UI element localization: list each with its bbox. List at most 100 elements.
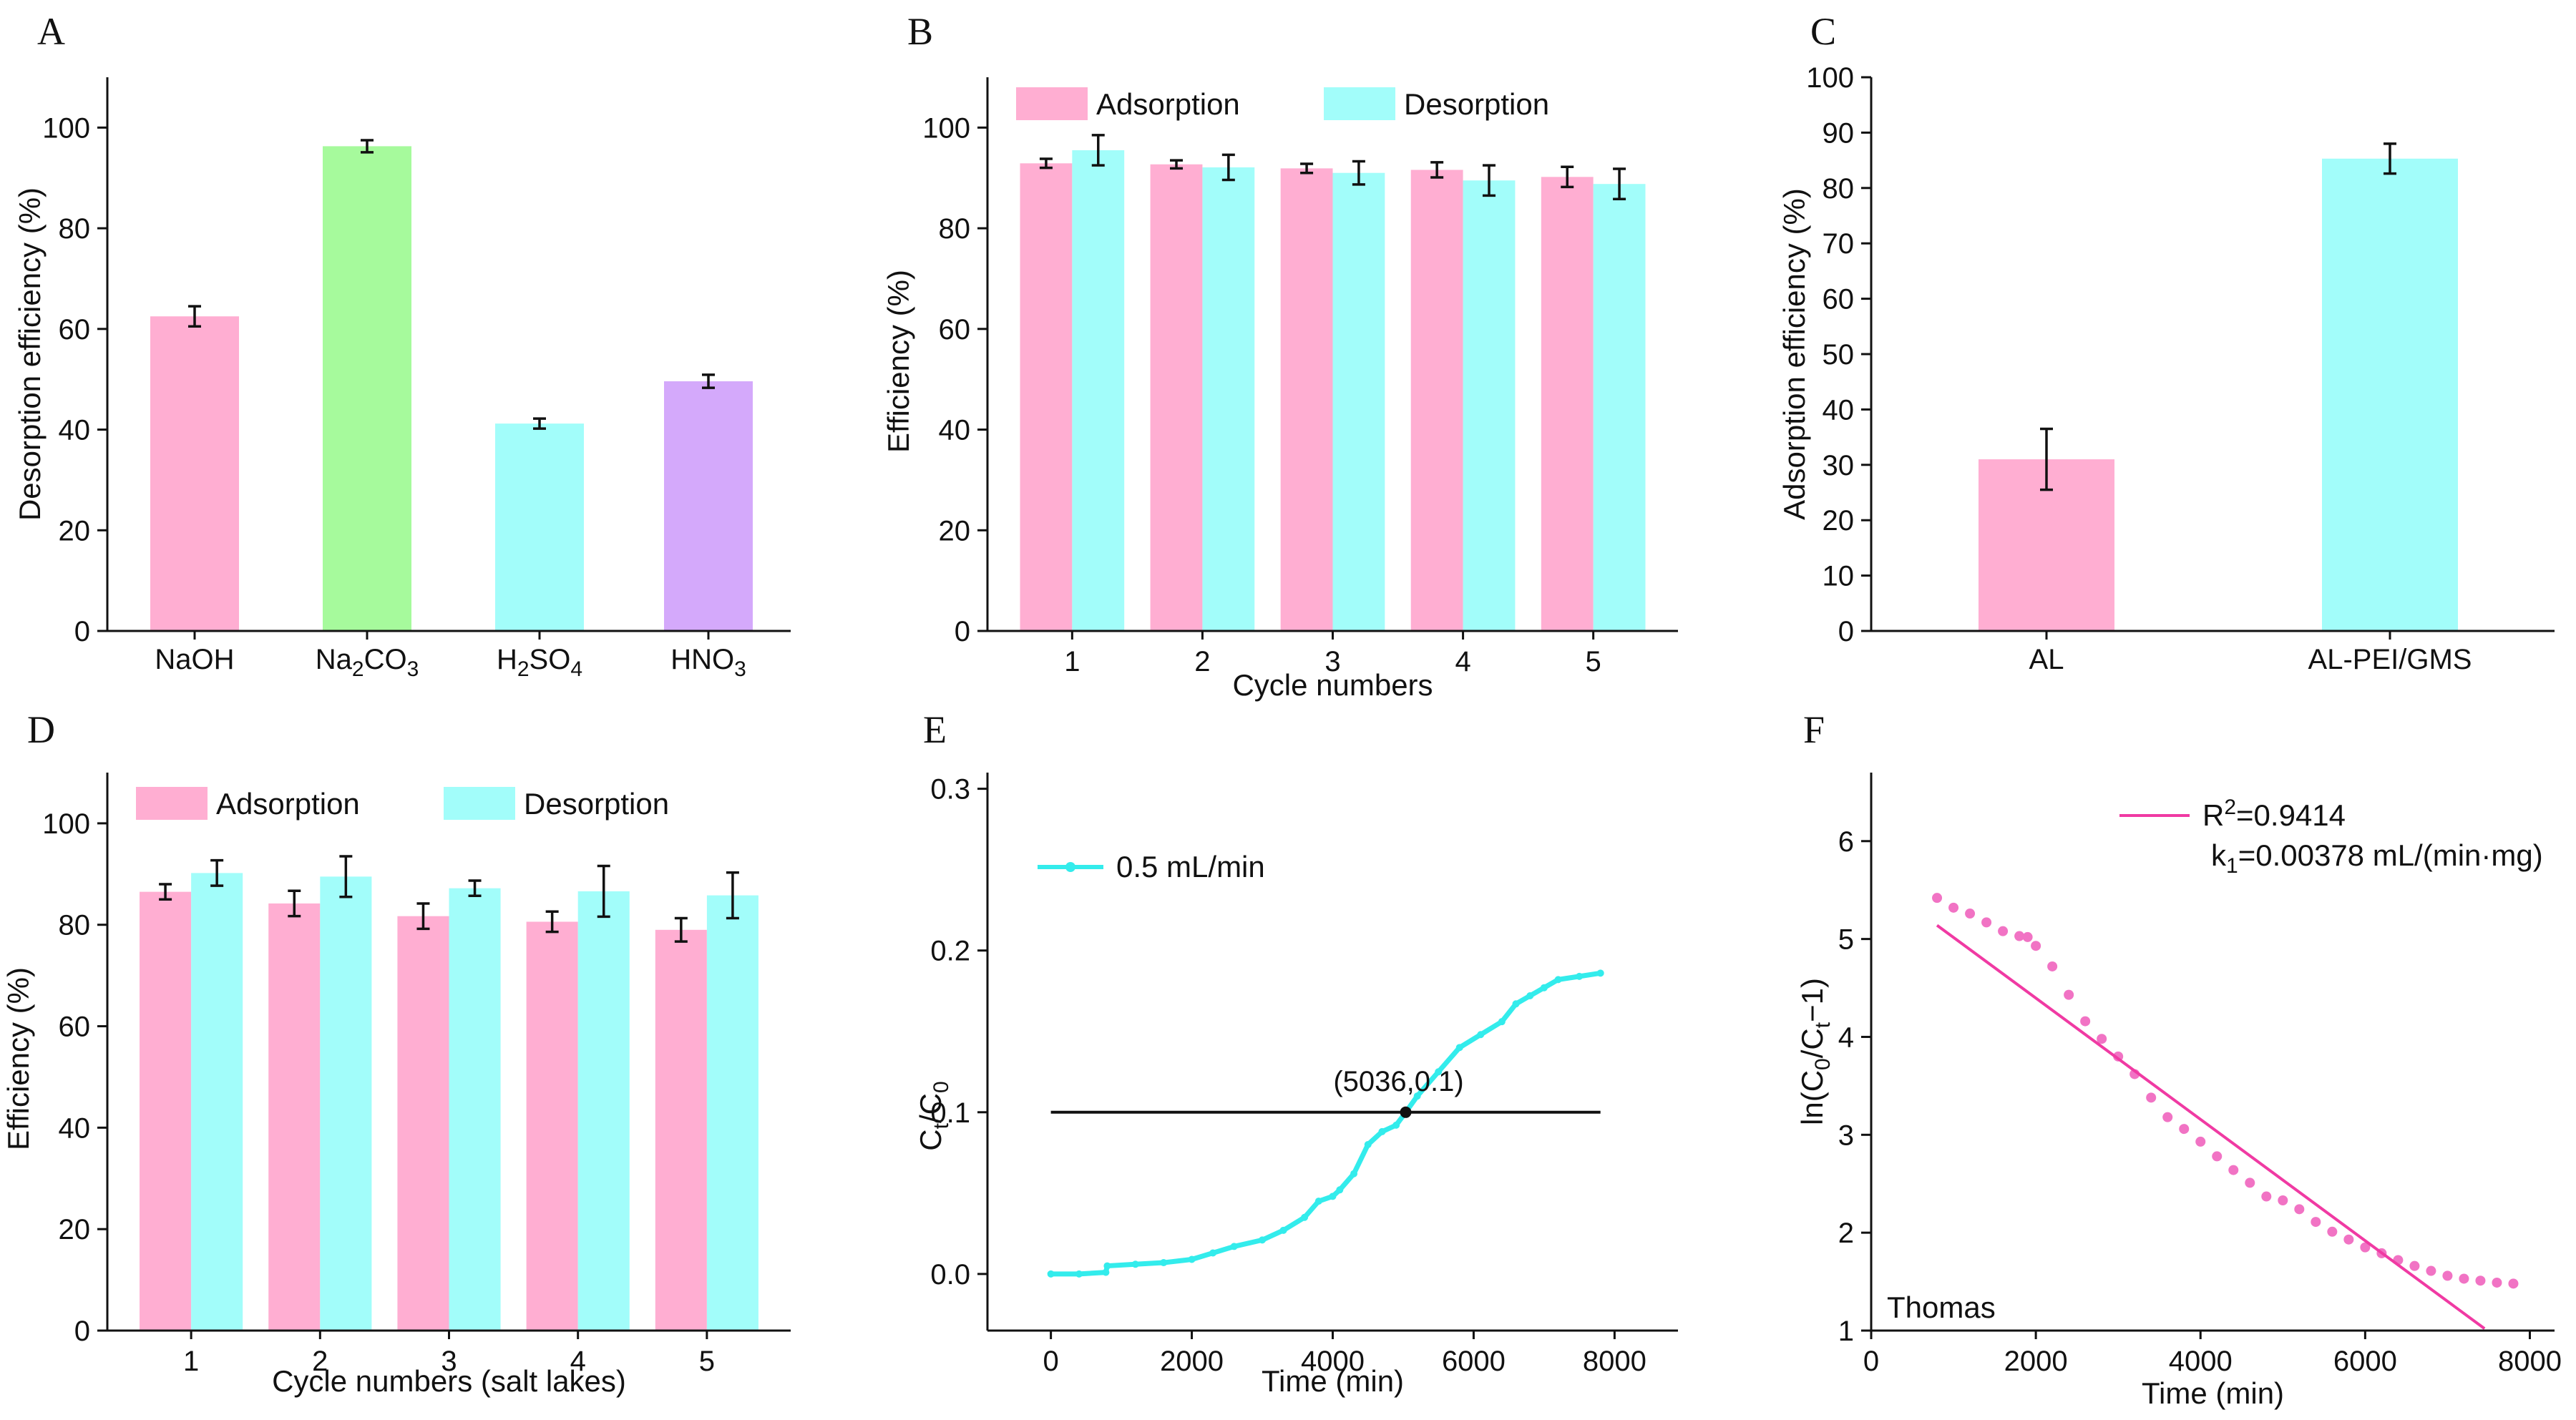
x-tick-label: NaOH (155, 644, 234, 675)
fit-line (1936, 924, 2486, 1330)
data-point (2080, 1016, 2091, 1027)
y-tick-label: 60 (59, 1012, 91, 1043)
legend-k1: k1=0.00378 mL/(min·mg) (2211, 838, 2543, 878)
y-tick-label: 80 (59, 213, 91, 245)
panel-letter-a: A (37, 10, 65, 53)
bar-adsorption (397, 916, 449, 1331)
data-point (2508, 1278, 2519, 1289)
x-axis-title: Time (min) (2142, 1376, 2284, 1410)
x-tick-label: Na2CO3 (316, 644, 419, 681)
legend-label-adsorption: Adsorption (216, 787, 360, 821)
y-axis-title: Ct/C0 (914, 1081, 953, 1150)
x-axis-title: Cycle numbers (1232, 668, 1433, 702)
x-tick-label: 3 (1324, 646, 1340, 677)
x-tick-label: 4 (570, 1346, 586, 1377)
bar (323, 146, 411, 631)
data-point (2475, 1275, 2486, 1286)
bar-adsorption (526, 921, 578, 1331)
data-point (1526, 992, 1534, 999)
bar-adsorption (655, 929, 707, 1331)
series-line (1050, 970, 1601, 1277)
x-tick-label: 2000 (2004, 1346, 2068, 1377)
x-axis-title: Time (min) (1262, 1364, 1404, 1398)
data-point (2097, 1034, 2107, 1044)
y-axis-title: ln(C0/Ct−1) (1795, 978, 1835, 1125)
data-point (1596, 969, 1604, 977)
x-tick-label: 2 (1194, 646, 1210, 677)
bar-desorption (577, 891, 630, 1331)
data-point (1392, 1121, 1400, 1129)
data-point (1576, 972, 1584, 980)
bar-adsorption (1410, 170, 1463, 631)
data-point (2294, 1204, 2305, 1215)
panel-d: D 1 2 3 4 5 0 20 40 60 80 100 Efficiency (%) Cycle nu… (1, 708, 791, 1398)
y-tick-label: 0.3 (930, 774, 970, 806)
panel-c: C AL AL-PEI/GMS 0 10 20 30 40 50 60 70 80 90 100 Adsor… (1777, 10, 2555, 675)
x-tick-label: 0 (1863, 1346, 1879, 1377)
y-tick-label: 100 (922, 112, 970, 144)
data-point (2311, 1217, 2321, 1228)
x-tick-label: H2SO4 (497, 644, 582, 681)
data-point (1477, 1031, 1485, 1039)
y-tick-label: 20 (939, 515, 971, 547)
data-point (1350, 1170, 1358, 1177)
panel-letter-c: C (1810, 10, 1836, 53)
x-tick-label: 4000 (1301, 1346, 1365, 1377)
x-axis-title: Cycle numbers (salt lakes) (272, 1364, 626, 1398)
data-point (1512, 1000, 1520, 1008)
data-point (1965, 909, 1976, 919)
bar-adsorption (1280, 168, 1333, 632)
panel-e: E 0.0 0.1 0.2 0.3 0 2000 4000 6000 8000 Time (min)… (914, 708, 1678, 1398)
data-point (1075, 1270, 1083, 1278)
x-tick-label: HNO3 (670, 644, 746, 681)
y-tick-label: 30 (1823, 450, 1855, 481)
breakthrough-point (1400, 1106, 1412, 1118)
data-point (2047, 961, 2058, 971)
bar-adsorption (268, 903, 321, 1331)
data-point (1188, 1255, 1196, 1263)
data-point (1540, 984, 1548, 991)
y-tick-label: 20 (59, 515, 91, 547)
breakthrough-label: (5036,0.1) (1333, 1066, 1463, 1097)
legend-label-desorption: Desorption (524, 787, 669, 821)
y-tick-label: 20 (1823, 505, 1855, 537)
data-point (2278, 1195, 2288, 1205)
data-point (2228, 1165, 2239, 1175)
data-point (1102, 1268, 1110, 1276)
y-tick-label: 40 (59, 415, 91, 446)
x-tick-label: 4 (1455, 646, 1470, 677)
x-tick-label: 1 (1064, 646, 1080, 677)
y-tick-label: 100 (42, 112, 90, 144)
x-tick-label: 6000 (1442, 1346, 1506, 1377)
y-axis-title: Desorption efficiency (%) (13, 187, 47, 521)
bar-desorption (191, 873, 243, 1331)
data-point (2022, 931, 2033, 942)
x-tick-label: 5 (699, 1346, 715, 1377)
legend-marker (1065, 862, 1075, 872)
data-point (2064, 989, 2074, 1000)
x-tick-label: 6000 (2333, 1346, 2397, 1377)
data-point (2195, 1136, 2206, 1147)
y-tick-label: 100 (42, 808, 90, 840)
data-point (1948, 902, 1959, 913)
y-tick-label: 50 (1823, 339, 1855, 371)
y-tick-label: 70 (1823, 228, 1855, 260)
data-point (1259, 1236, 1267, 1244)
data-point (1336, 1186, 1344, 1194)
y-tick-label: 100 (1806, 62, 1854, 94)
data-point (1981, 917, 1992, 928)
data-point (1047, 1270, 1055, 1278)
data-point (2409, 1260, 2420, 1271)
bar (664, 381, 753, 631)
legend-r2: R2=0.9414 (2202, 795, 2346, 832)
data-point (2212, 1151, 2223, 1162)
data-point (1998, 926, 2009, 936)
y-tick-label: 6 (1838, 826, 1854, 858)
y-tick-label: 80 (1823, 173, 1855, 205)
bar (150, 316, 239, 631)
y-tick-label: 0 (1838, 616, 1854, 647)
bar-adsorption (1020, 163, 1073, 631)
bar-desorption (1593, 184, 1646, 631)
data-point (2179, 1124, 2190, 1135)
legend-label-adsorption: Adsorption (1096, 87, 1240, 121)
